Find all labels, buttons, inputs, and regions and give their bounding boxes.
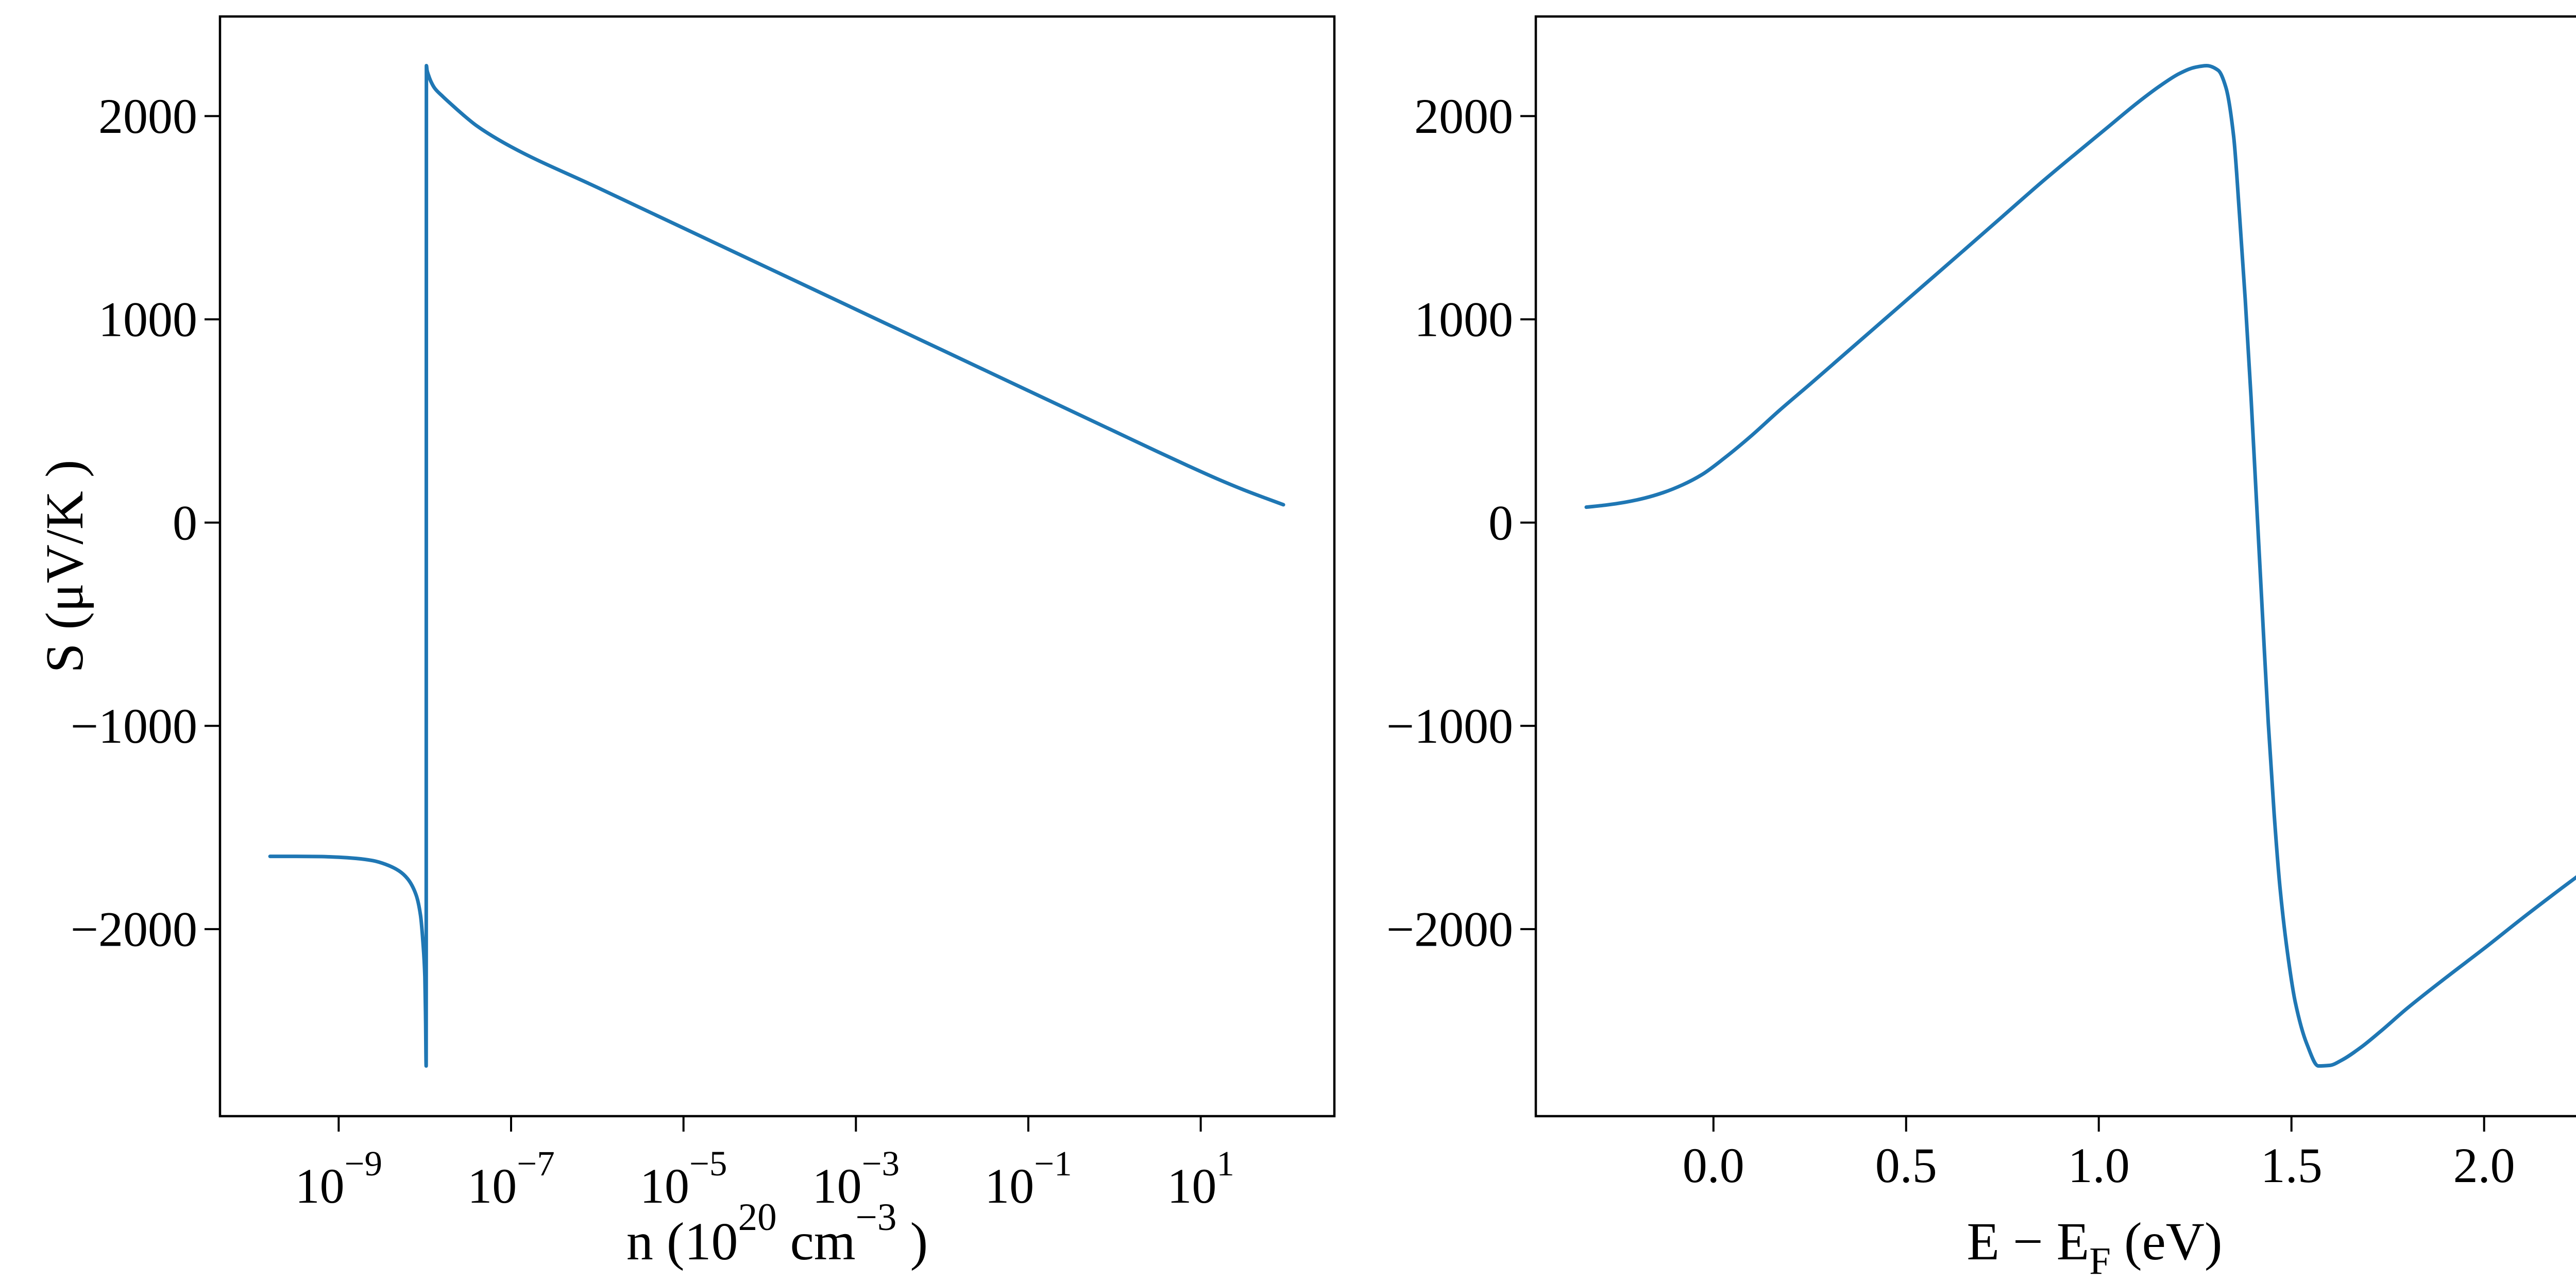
x-tick-label: 2.0 bbox=[2453, 1138, 2515, 1193]
plot-area bbox=[220, 16, 1334, 1116]
x-tick-label: 1.0 bbox=[2068, 1138, 2130, 1193]
x-axis-label: n (1020 cm−3 ) bbox=[626, 1196, 928, 1271]
y-axis-label: S (μV/K ) bbox=[35, 460, 94, 673]
y-tick-label: 2000 bbox=[98, 89, 197, 144]
axes-spines bbox=[1534, 15, 2576, 1118]
y-tick-label: −1000 bbox=[1386, 698, 1513, 754]
plot-area bbox=[1536, 16, 2576, 1116]
x-tick-label: 0.5 bbox=[1875, 1138, 1937, 1193]
y-tick-label: −2000 bbox=[71, 902, 197, 957]
panel-right: 0.0 0.5 1.0 1.5 2.0 2000 1000 0 −1000 −2000 E − EF… bbox=[1386, 15, 2576, 1282]
panel-left: 10−9 10−7 10−5 10−3 10−1 101 2000 1000 0 −1000 −20… bbox=[35, 15, 1336, 1271]
x-tick-label: 10−9 bbox=[295, 1144, 382, 1213]
y-tick-label: 2000 bbox=[1414, 89, 1513, 144]
x-tick-label: 0.0 bbox=[1683, 1138, 1744, 1193]
x-tick-label: 10−1 bbox=[985, 1144, 1072, 1213]
x-axis-label: E − EF (eV) bbox=[1967, 1212, 2223, 1282]
y-tick-label: −2000 bbox=[1386, 902, 1513, 957]
x-tick-label: 1.5 bbox=[2261, 1138, 2323, 1193]
x-tick-label: 10−7 bbox=[467, 1144, 554, 1213]
series-line-S_vs_n bbox=[268, 64, 1285, 1068]
y-tick-label: −1000 bbox=[71, 698, 197, 754]
y-tick-label: 0 bbox=[173, 495, 197, 550]
y-tick-label: 1000 bbox=[98, 292, 197, 347]
y-tick-label: 0 bbox=[1488, 495, 1513, 550]
x-tick-label: 10−3 bbox=[812, 1144, 900, 1213]
x-tick-label: 10−5 bbox=[640, 1144, 727, 1213]
series-line-S_vs_E bbox=[1584, 64, 2576, 1068]
y-tick-label: 1000 bbox=[1414, 292, 1513, 347]
axes-spines bbox=[218, 15, 1336, 1118]
x-tick-label: 101 bbox=[1167, 1144, 1234, 1213]
